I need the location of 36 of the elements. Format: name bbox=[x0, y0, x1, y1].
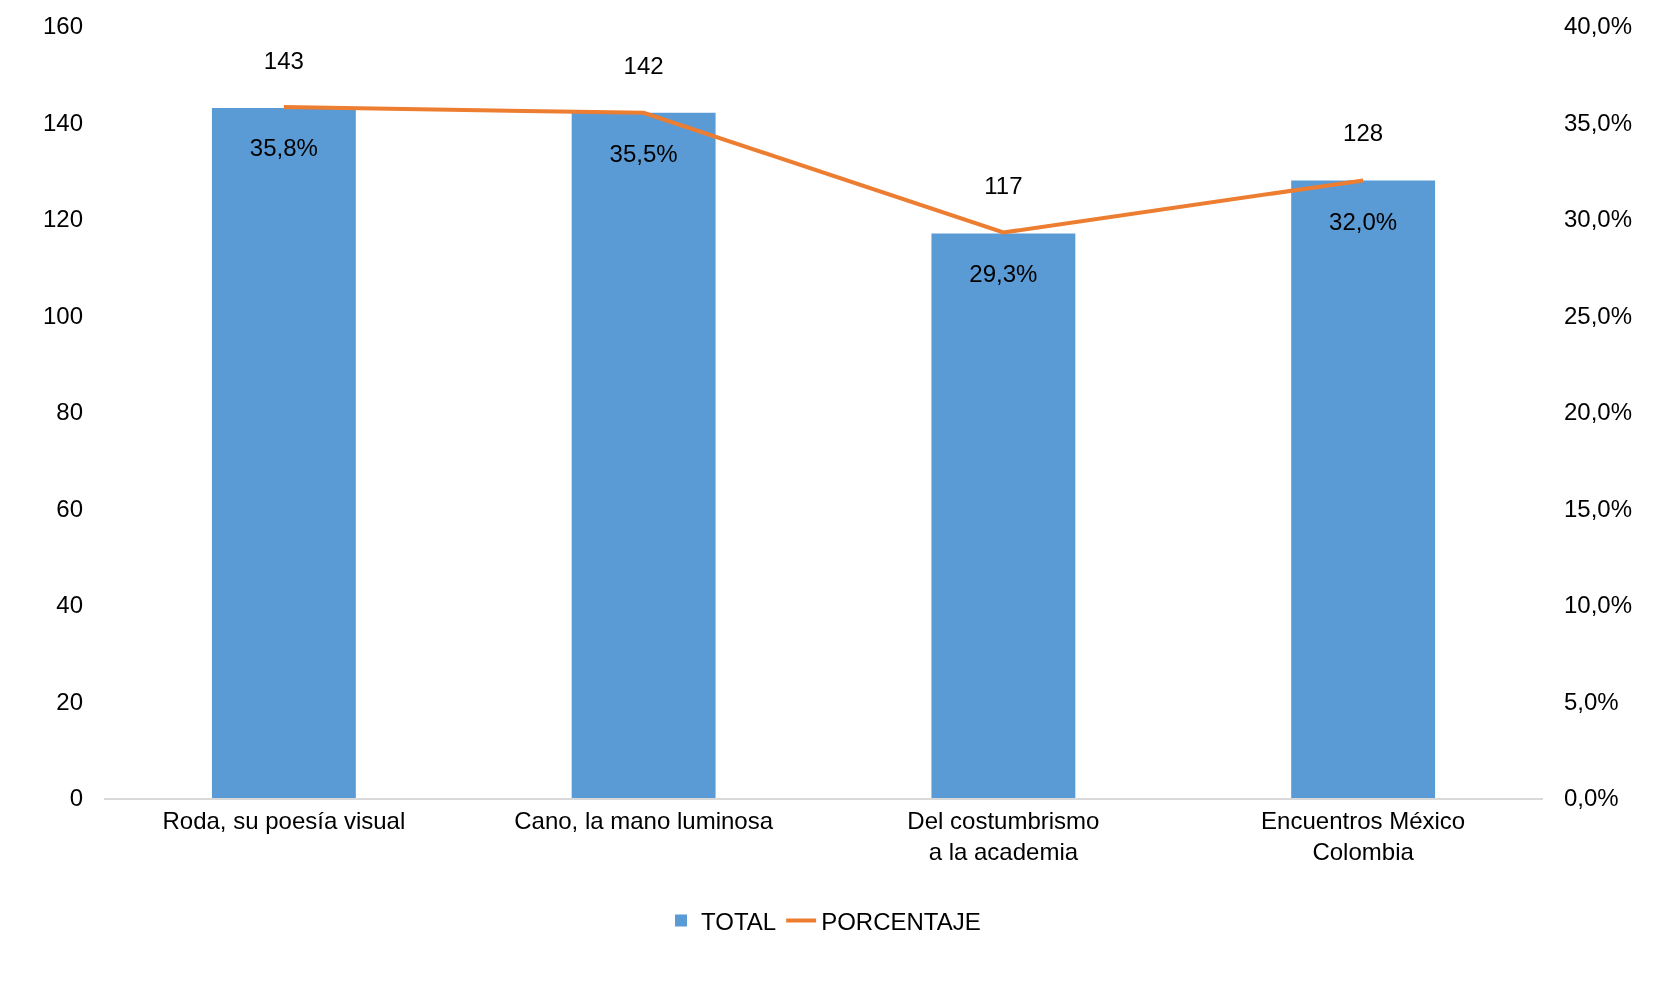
bar bbox=[571, 112, 716, 798]
data-label: 143 bbox=[263, 46, 304, 74]
data-label: 32,0% bbox=[1329, 207, 1398, 235]
y2-tick-label: 20,0% bbox=[1564, 398, 1633, 426]
legend-label: PORCENTAJE bbox=[821, 907, 981, 935]
y-tick-label: 40 bbox=[56, 591, 83, 619]
y2-tick-label: 10,0% bbox=[1564, 591, 1633, 619]
y2-tick-label: 15,0% bbox=[1564, 494, 1633, 522]
y-tick-label: 20 bbox=[56, 687, 83, 715]
legend-label: TOTAL bbox=[701, 907, 777, 935]
data-label: 35,5% bbox=[609, 140, 678, 168]
y-tick-label: 140 bbox=[42, 108, 83, 136]
y2-tick-label: 5,0% bbox=[1564, 687, 1619, 715]
data-label: 29,3% bbox=[969, 259, 1038, 287]
y-tick-label: 120 bbox=[42, 205, 83, 233]
x-tick-label: Roda, su poesía visual bbox=[162, 806, 406, 834]
y-tick-label: 80 bbox=[56, 398, 83, 426]
data-label: 117 bbox=[984, 172, 1023, 200]
bar bbox=[1291, 180, 1436, 798]
data-label: 35,8% bbox=[249, 134, 318, 162]
bar bbox=[931, 233, 1076, 798]
bar bbox=[211, 108, 356, 798]
y2-tick-label: 30,0% bbox=[1564, 205, 1633, 233]
y-tick-label: 0 bbox=[69, 784, 83, 812]
data-label: 142 bbox=[623, 51, 664, 79]
data-label: 128 bbox=[1343, 119, 1384, 147]
x-tick-label: Del costumbrismo a la academia bbox=[907, 806, 1100, 865]
y-tick-label: 60 bbox=[56, 494, 83, 522]
y-tick-label: 160 bbox=[42, 12, 83, 40]
x-tick-label: Encuentros México Colombia bbox=[1261, 806, 1466, 865]
y2-tick-label: 40,0% bbox=[1564, 12, 1633, 40]
x-tick-label: Cano, la mano luminosa bbox=[514, 806, 774, 834]
y2-tick-label: 0,0% bbox=[1564, 784, 1619, 812]
y-tick-label: 100 bbox=[42, 301, 83, 329]
y2-tick-label: 25,0% bbox=[1564, 301, 1633, 329]
y2-tick-label: 35,0% bbox=[1564, 108, 1633, 136]
